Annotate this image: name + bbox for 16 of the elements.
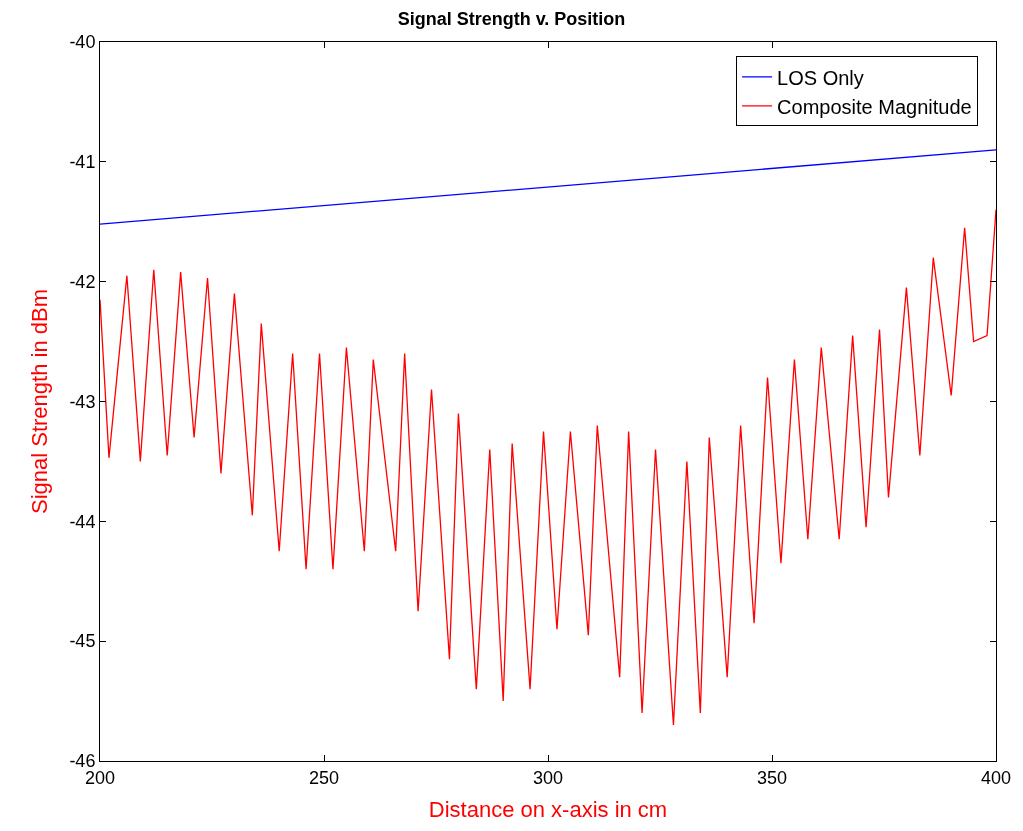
x-axis-title: Distance on x-axis in cm [428, 797, 668, 823]
legend-label: Composite Magnitude [777, 95, 972, 118]
y-tick-label: -44 [69, 511, 96, 532]
line-series [100, 209, 996, 726]
x-tick-label: 300 [532, 767, 564, 788]
chart-title: Signal Strength v. Position [397, 9, 626, 30]
x-tick-label: 350 [756, 767, 788, 788]
legend-label: LOS Only [777, 66, 864, 89]
x-tick-label: 400 [980, 767, 1012, 788]
y-tick-label: -40 [69, 32, 96, 53]
y-tick-label: -42 [69, 271, 96, 292]
y-tick-label: -41 [69, 152, 96, 173]
y-tick-label: -43 [69, 391, 96, 412]
y-tick-label: -45 [69, 631, 96, 652]
x-tick-label: 250 [308, 767, 340, 788]
y-axis-title: Signal Strength in dBm [27, 288, 53, 515]
